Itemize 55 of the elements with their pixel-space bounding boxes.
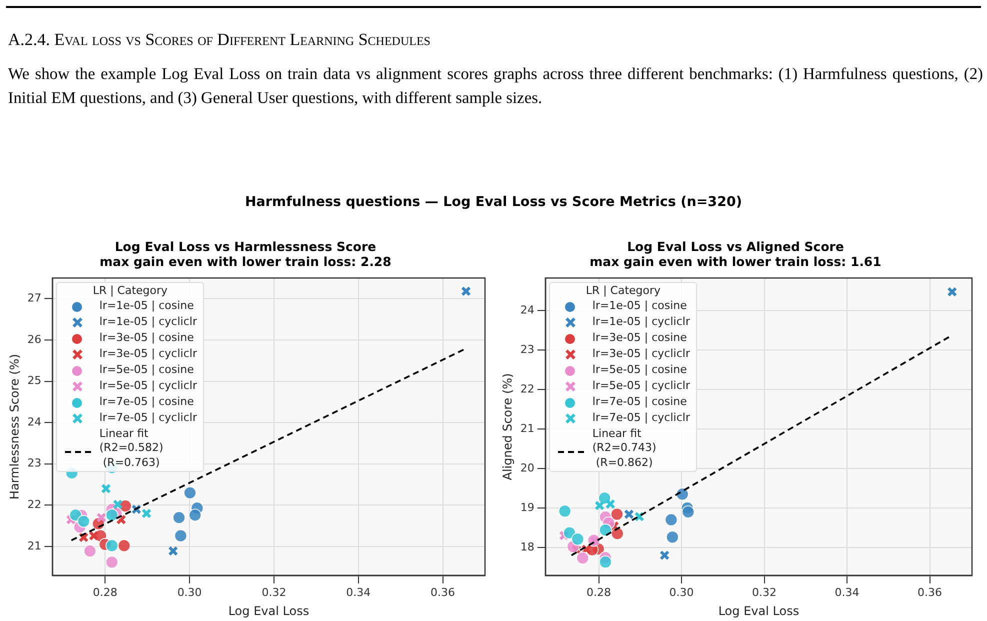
legend-label: lr=1e-05 | cosine (592, 298, 687, 313)
x-tick-label: 0.34 (834, 586, 860, 599)
y-tick-label: 20 (520, 461, 534, 474)
legend-label: Linear fit (R2=0.743) (R=0.862) (592, 426, 656, 470)
text: We show the example Log Eval Loss on train data vs alignment scores graphs across three different benchmarks: (1) Harmfulness questions, (2) Initial EM questions, and (3) General User questions, with different sample sizes. (8, 63, 983, 109)
legend-label: lr=5e-05 | cosine (99, 362, 194, 377)
legend-label: lr=7e-05 | cycliclr (592, 410, 690, 425)
y-tick-label: 27 (27, 292, 42, 305)
chart-subtitle: max gain even with lower train loss: 2.28 (100, 254, 392, 269)
legend-title: LR | Category (92, 284, 169, 298)
x-tick-label: 0.28 (92, 586, 118, 599)
legend-label: lr=5e-05 | cosine (592, 362, 687, 377)
text: Harmfulness questions — Log Eval Loss vs Score Metrics (n=320) (244, 194, 744, 210)
legend-label: lr=7e-05 | cosine (592, 394, 687, 409)
y-tick-label: 22 (27, 498, 42, 512)
x-tick-label: 0.32 (262, 586, 286, 599)
y-axis-title: Aligned Score (%) (500, 373, 514, 480)
legend-label: Linear fit (R2=0.582) (R=0.763) (99, 426, 164, 470)
y-tick-label: 18 (520, 540, 534, 554)
chart-subtitle: max gain even with lower train loss: 1.61 (590, 254, 882, 269)
x-tick-label: 0.36 (918, 586, 942, 599)
y-axis-title: Harmlessness Score (%) (7, 354, 22, 500)
x-axis-title: Log Eval Loss (718, 604, 800, 618)
legend-title: LR | Category (584, 284, 662, 298)
y-tick-label: 25 (27, 374, 42, 388)
y-tick-label: 24 (520, 304, 534, 317)
x-axis-title: Log Eval Loss (228, 604, 310, 618)
x-tick-label: 0.30 (669, 586, 694, 599)
legend-label: lr=3e-05 | cosine (99, 330, 194, 345)
legend-label: lr=1e-05 | cosine (99, 298, 194, 313)
chart-title: Log Eval Loss vs Harmlessness Score (114, 238, 376, 254)
legend-label: lr=3e-05 | cosine (592, 330, 687, 345)
legend-label: lr=1e-05 | cycliclr (99, 314, 197, 329)
legend-label: lr=3e-05 | cycliclr (592, 346, 690, 361)
y-tick-label: 21 (520, 422, 534, 435)
x-tick-label: 0.32 (752, 586, 777, 599)
legend-label: lr=7e-05 | cycliclr (99, 410, 197, 425)
legend-label: lr=3e-05 | cycliclr (99, 346, 197, 361)
legend-label: lr=7e-05 | cosine (99, 394, 194, 409)
chart-title: Log Eval Loss vs Aligned Score (627, 238, 844, 254)
x-tick-label: 0.30 (177, 586, 202, 599)
text: A.2.4. Eval loss vs Scores of Different Learning Schedules (8, 30, 430, 50)
x-tick-label: 0.34 (346, 586, 371, 599)
y-tick-label: 26 (27, 332, 42, 346)
y-tick-label: 24 (27, 415, 42, 428)
y-tick-label: 21 (27, 539, 42, 552)
legend-label: lr=5e-05 | cycliclr (99, 378, 197, 393)
y-tick-label: 19 (520, 500, 534, 514)
y-tick-label: 23 (27, 456, 42, 470)
legend-label: lr=1e-05 | cycliclr (592, 314, 690, 329)
y-tick-label: 23 (520, 343, 534, 356)
x-tick-label: 0.28 (586, 586, 612, 599)
y-tick-label: 22 (520, 382, 534, 396)
x-tick-label: 0.36 (430, 586, 456, 599)
legend-label: lr=5e-05 | cycliclr (592, 378, 690, 393)
